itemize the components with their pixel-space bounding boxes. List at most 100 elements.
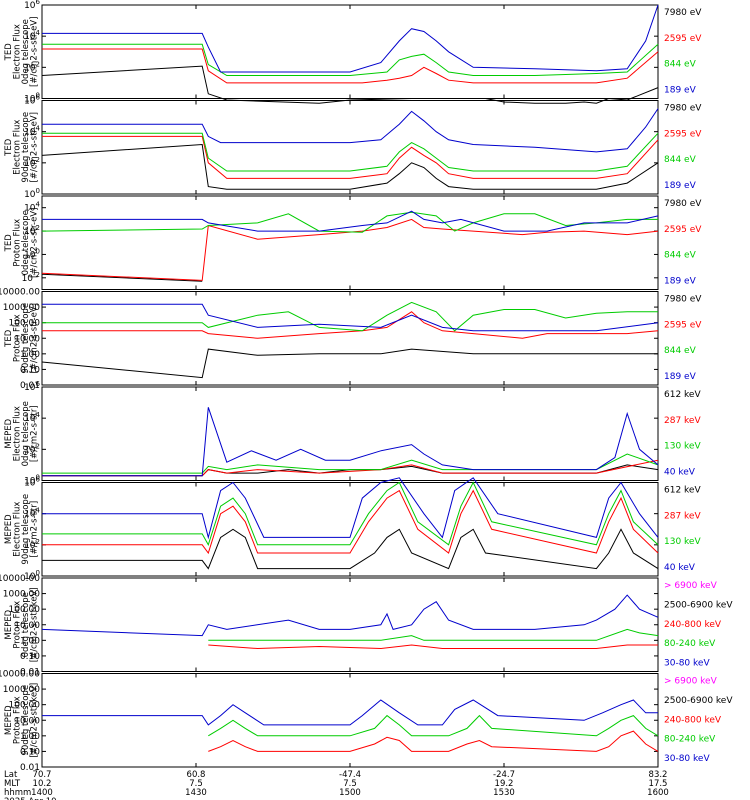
y-axis-label: Proton Flux: [13, 314, 23, 362]
x-tick-label: 1530: [493, 788, 515, 798]
legend-entry: 844 eV: [664, 155, 697, 165]
legend-entry: 2595 eV: [664, 320, 702, 330]
panel-7: 10000.00 1000.00 100.00 10.00 1.00 0.10 0.01 ME…: [0, 574, 733, 678]
series-line: [42, 210, 659, 232]
y-axis-label: Proton Flux: [13, 601, 23, 649]
y-tick-label: 1000.00: [3, 303, 40, 313]
x-tick-label: 7.5: [189, 779, 203, 789]
series-line: [42, 453, 659, 474]
series-line: [42, 311, 659, 339]
y-axis-label: Proton Flux: [13, 219, 23, 267]
series-line: [208, 628, 659, 641]
y-axis-label: 0deg telescope: [21, 210, 31, 275]
series-line: [42, 407, 659, 477]
series-line: [42, 489, 659, 555]
y-axis-label: 90deg telescope: [21, 685, 31, 756]
y-axis-label: Electron Flux: [13, 120, 23, 175]
panel-frame: [41, 386, 659, 481]
y-axis-label: [#/cm2-s-str-keV]: [30, 587, 40, 662]
legend-entry: 287 keV: [664, 511, 701, 521]
panel-4: 10000.00 1000.00 100.00 10.00 1.00 0.10 0.01 TE…: [0, 288, 702, 392]
panel-frame: [41, 4, 659, 99]
series-line: [208, 714, 659, 737]
y-axis-label: MEPED: [4, 418, 14, 448]
x-tick-label: 7.5: [343, 779, 357, 789]
legend-entry: 2595 eV: [664, 225, 702, 235]
y-axis-label: [#/cm2-s-str-eV]: [30, 112, 40, 182]
y-tick-label: 1.00: [20, 732, 40, 742]
y-tick-label: 0.01: [20, 381, 40, 391]
x-tick-label: -47.4: [339, 770, 361, 780]
y-tick-label: 10000.00: [0, 670, 40, 680]
legend-entry: 130 keV: [664, 442, 701, 452]
legend-entry: 7980 eV: [664, 199, 702, 209]
y-axis-label: MEPED: [4, 705, 14, 735]
series-line: [42, 464, 659, 477]
legend-entry: 7980 eV: [664, 295, 702, 305]
y-tick-label: 1.00: [20, 350, 40, 360]
panel-frame: [41, 577, 659, 672]
series-line: [41, 348, 658, 379]
y-axis-label: Electron Flux: [13, 406, 23, 461]
series-line: [41, 211, 658, 233]
y-axis-label: 0deg telescope: [21, 401, 31, 466]
y-tick-label: 10000.00: [0, 574, 40, 584]
legend-entry: 189 eV: [664, 372, 697, 382]
legend-entry: 7980 eV: [664, 8, 702, 18]
y-tick-label: 0.10: [20, 365, 40, 375]
x-tick-label: 1500: [339, 788, 361, 798]
legend-entry: 30-80 keV: [664, 659, 710, 669]
series-line: [208, 644, 658, 650]
y-axis-label: MEPED: [4, 514, 14, 544]
y-tick-label: 0.10: [20, 747, 40, 757]
series-line: [42, 301, 658, 332]
y-axis-label: 90deg telescope: [21, 494, 31, 565]
series-line: [42, 108, 659, 153]
legend-entry: 80-240 keV: [664, 735, 716, 745]
y-tick-label: 0.10: [20, 652, 40, 662]
series-line: [42, 481, 659, 547]
x-tick-label: 70.7: [33, 770, 52, 780]
series-line: [42, 4, 659, 73]
panel-frame: [41, 100, 659, 195]
series-line: [41, 65, 659, 104]
y-tick-label: 10.00: [14, 716, 40, 726]
series-line: [41, 143, 659, 190]
x-axis: Lat 70.7 60.8 -47.4 -24.7 83.2 MLT 10.2 7.5 7.5 19…: [4, 770, 669, 800]
y-axis-label: Electron Flux: [13, 502, 23, 557]
y-tick-label: 10.00: [14, 621, 40, 631]
series-line: [42, 477, 659, 540]
y-axis-label: 90deg telescope: [21, 112, 31, 183]
y-axis-label: 0deg telescope: [21, 592, 31, 657]
y-axis-label: TED: [4, 138, 14, 157]
y-tick-label: 1000.00: [3, 590, 40, 600]
y-axis-label: Electron Flux: [13, 24, 23, 79]
legend-entry: 844 eV: [664, 251, 697, 261]
series-line: [42, 132, 659, 172]
series-line: [41, 218, 659, 281]
y-axis-label: TED: [4, 43, 14, 62]
y-axis-label: 0deg telescope: [21, 19, 31, 84]
series-line: [42, 699, 658, 726]
y-axis-label: [#/cm2-s-str]: [30, 501, 40, 558]
series-line: [42, 459, 659, 477]
y-tick-label: 100.00: [9, 319, 41, 329]
x-tick-label: 19.2: [495, 779, 514, 789]
y-axis-label: [#/cm2-s-str-eV]: [30, 303, 40, 373]
legend-entry: > 6900 keV: [664, 581, 718, 591]
series-line: [41, 594, 659, 637]
x-tick-label: 1400: [31, 788, 53, 798]
x-tick-label: 17.5: [649, 779, 668, 789]
legend-entry: 189 eV: [664, 86, 697, 96]
y-axis-label: [#/cm2-s-str-eV]: [30, 17, 40, 87]
legend-entry: 612 keV: [664, 390, 701, 400]
y-axis-label: TED: [4, 234, 14, 253]
y-axis-label: MEPED: [4, 609, 14, 639]
x-tick-label: 83.2: [649, 770, 668, 780]
panel-frame: [41, 673, 659, 768]
